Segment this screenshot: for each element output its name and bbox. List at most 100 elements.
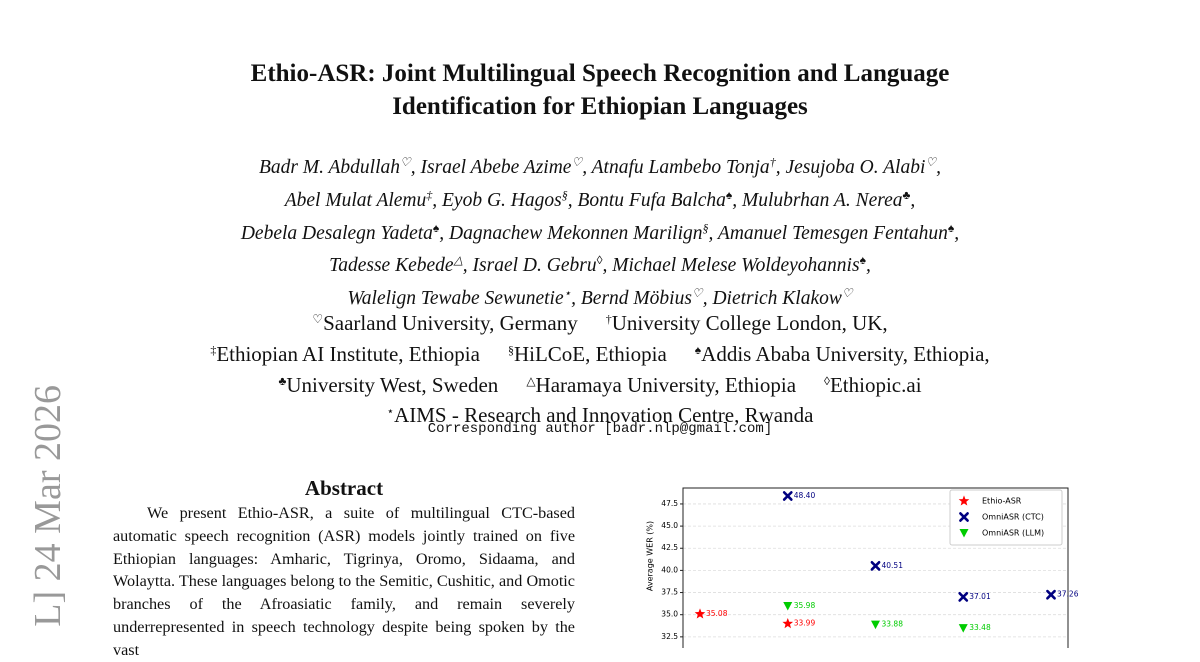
author: Walelign Tewabe Sewunetie⋆, xyxy=(347,286,581,310)
affiliation-name: University College London, UK, xyxy=(611,311,888,335)
author: Bernd Möbius♡, xyxy=(580,286,713,310)
author-mark: § xyxy=(702,220,709,235)
author-mark: ♡ xyxy=(571,155,583,169)
author-sep: , xyxy=(708,222,714,244)
author: Dagnachew Mekonnen Marilign§, xyxy=(449,220,718,244)
author-name: Abel Mulat Alemu xyxy=(284,189,427,211)
legend-label: OmniASR (LLM) xyxy=(982,529,1044,538)
data-label: 33.48 xyxy=(969,623,991,632)
author: Badr M. Abdullah♡, xyxy=(259,155,421,178)
affiliation-name: Haramaya University, Ethiopia xyxy=(535,372,797,397)
legend-box xyxy=(949,489,1063,546)
author: Michael Melese Woldeyohannis♠, xyxy=(612,253,871,277)
data-label: 35.98 xyxy=(794,601,816,610)
chart: Average WER (%) 32.5 35.0 37.5 40.0 42.5 45.0… xyxy=(646,487,1079,648)
author: Bontu Fufa Balcha♠, xyxy=(577,187,742,211)
affiliation-mark: § xyxy=(507,342,514,357)
affiliation: ⋆AIMS - Research and Innovation Centre, … xyxy=(387,403,814,427)
y-tick-label: 40.0 xyxy=(661,565,678,574)
author-line: Abel Mulat Alemu‡, Eyob G. Hagos§, Bontu… xyxy=(0,182,1200,215)
author-sep: , xyxy=(462,255,468,277)
affiliation: ♡Saarland University, Germany xyxy=(312,311,577,335)
author-sep: , xyxy=(582,157,588,178)
author-name: Mulubrhan A. Nerea xyxy=(742,189,903,211)
author-name: Bernd Möbius xyxy=(580,288,692,310)
y-axis-label: Average WER (%) xyxy=(646,521,655,591)
author-line: Badr M. Abdullah♡, Israel Abebe Azime♡, … xyxy=(0,149,1200,182)
affiliation-mark: ⋆ xyxy=(386,404,395,419)
affiliation: §HiLCoE, Ethiopia xyxy=(508,342,667,366)
affiliation-name: AIMS - Research and Innovation Centre, R… xyxy=(394,403,814,428)
author-name: Eyob G. Hagos xyxy=(442,189,562,211)
author: Atnafu Lambebo Tonja†, xyxy=(592,155,786,178)
author-sep: , xyxy=(571,288,577,310)
affiliation-name: University West, Sweden xyxy=(286,372,499,397)
author: Eyob G. Hagos§, xyxy=(442,187,577,211)
author-sep: , xyxy=(567,189,573,211)
author-name: Badr M. Abdullah xyxy=(259,157,401,178)
author-name: Debela Desalegn Yadeta xyxy=(240,222,433,244)
affiliation-mark: △ xyxy=(526,373,536,388)
author-name: Dietrich Klakow xyxy=(712,288,842,310)
affiliation-mark: ♠ xyxy=(694,342,702,357)
author-name: Israel Abebe Azime xyxy=(420,157,572,178)
title-line: Identification for Ethiopian Languages xyxy=(392,93,808,120)
author: Jesujoba O. Alabi♡, xyxy=(785,155,941,178)
author-mark: § xyxy=(561,187,568,202)
affiliation: ‡Ethiopian AI Institute, Ethiopia xyxy=(210,342,480,366)
affiliation: △Haramaya University, Ethiopia xyxy=(526,373,796,397)
y-tick-label: 32.5 xyxy=(661,632,678,641)
triangle-marker xyxy=(959,529,969,538)
title-line: Ethio-ASR: Joint Multilingual Speech Rec… xyxy=(250,60,950,87)
author: Israel D. Gebru◊, xyxy=(473,253,613,277)
author-mark: ♠ xyxy=(432,220,440,235)
author-sep: , xyxy=(602,255,608,277)
triangle-marker xyxy=(871,620,880,630)
author-line: Tadesse Kebede△, Israel D. Gebru◊, Micha… xyxy=(0,247,1200,280)
author-sep: , xyxy=(775,157,781,178)
author-mark: △ xyxy=(453,253,463,268)
affiliation-name: Ethiopian AI Institute, Ethiopia xyxy=(216,341,480,366)
author: Dietrich Klakow♡ xyxy=(712,286,852,310)
page: L] 24 Mar 2026 Ethio-ASR: Joint Multilin… xyxy=(0,57,1200,659)
affiliation-name: Saarland University, Germany xyxy=(323,311,578,335)
legend-label: OmniASR (CTC) xyxy=(982,513,1044,522)
affiliation-mark: † xyxy=(605,312,612,326)
author-name: Jesujoba O. Alabi xyxy=(785,157,926,178)
x-marker xyxy=(870,560,881,571)
author-mark: ◊ xyxy=(596,253,603,268)
author-sep: , xyxy=(865,255,871,277)
x-marker xyxy=(782,491,793,501)
abstract-heading: Abstract xyxy=(304,476,384,500)
author-sep: , xyxy=(910,189,916,211)
author-sep: , xyxy=(936,157,941,178)
author: Tadesse Kebede△, xyxy=(329,253,472,277)
affiliation-name: HiLCoE, Ethiopia xyxy=(513,341,667,366)
author-mark: ♣ xyxy=(902,187,911,202)
y-tick-label: 42.5 xyxy=(661,543,678,552)
affiliation-mark: ♡ xyxy=(312,312,324,326)
author: Mulubrhan A. Nerea♣, xyxy=(742,187,916,211)
author-name: Michael Melese Woldeyohannis xyxy=(612,255,860,277)
author-mark: ♠ xyxy=(725,187,733,202)
affiliation-mark: ◊ xyxy=(824,373,830,388)
author-mark: ♡ xyxy=(691,286,703,301)
author-line: Debela Desalegn Yadeta♠, Dagnachew Mekon… xyxy=(0,215,1200,248)
paper-title: Ethio-ASR: Joint Multilingual Speech Rec… xyxy=(0,57,1200,123)
x-marker xyxy=(958,591,969,602)
affiliation-mark: ‡ xyxy=(210,342,217,357)
author-name: Dagnachew Mekonnen Marilign xyxy=(449,222,703,244)
data-label: 48.40 xyxy=(794,491,816,500)
data-label: 40.51 xyxy=(882,561,904,570)
data-label: 35.08 xyxy=(706,609,728,618)
triangle-marker xyxy=(958,624,968,633)
author-sep: , xyxy=(410,157,416,178)
affiliation-line: ♡Saarland University, Germany †University… xyxy=(0,306,1200,337)
x-marker xyxy=(959,512,969,522)
affiliation-mark: ♣ xyxy=(278,373,287,388)
author-mark: ‡ xyxy=(426,187,433,202)
star-marker xyxy=(958,495,970,506)
triangle-marker xyxy=(783,602,793,611)
author-mark: † xyxy=(769,155,776,169)
y-tick-label: 45.0 xyxy=(661,521,678,530)
